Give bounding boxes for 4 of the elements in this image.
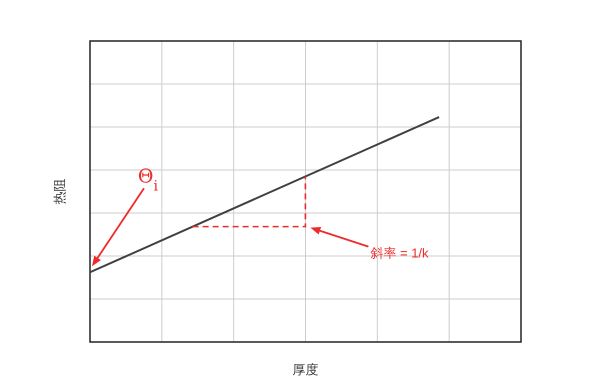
annotation: Θ$_{i}$ (138, 165, 159, 194)
x-axis-title: 厚度 (292, 362, 318, 377)
annotation: 斜率 = 1/k (370, 246, 430, 261)
y-axis-title: 热阻 (52, 178, 67, 204)
